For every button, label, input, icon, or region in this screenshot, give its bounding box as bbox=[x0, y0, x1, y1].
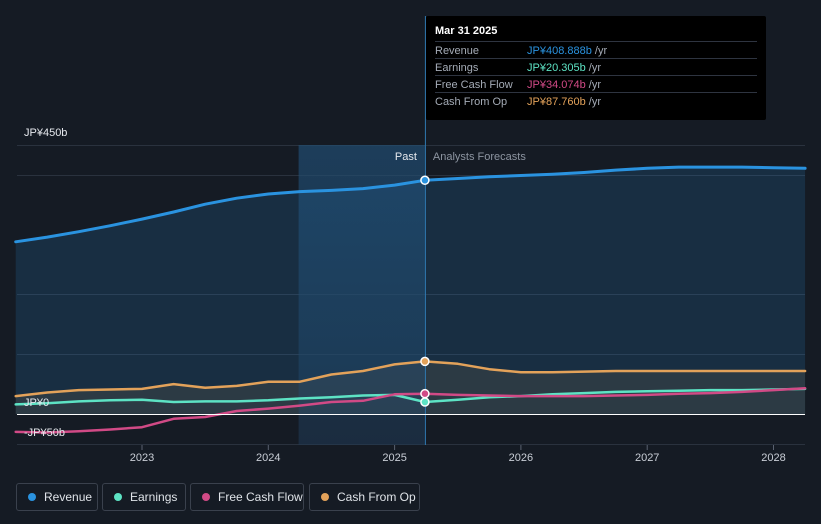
tooltip-row-revenue: Revenue JP¥408.888b /yr bbox=[435, 41, 757, 59]
hover-markers bbox=[420, 175, 430, 407]
unit-text: /yr bbox=[585, 62, 601, 74]
legend-item-cash-from-op[interactable]: Cash From Op bbox=[309, 483, 420, 511]
marker-revenue bbox=[420, 175, 430, 186]
free-cash-flow-dot-icon bbox=[202, 493, 210, 501]
value-text: JP¥408.888b bbox=[527, 45, 592, 57]
value-text: JP¥87.760b bbox=[527, 96, 586, 108]
value-text: JP¥34.074b bbox=[527, 79, 586, 91]
y-label-zero: JP¥0 bbox=[24, 397, 49, 409]
series-line-revenue bbox=[14, 165, 807, 244]
marker-free-cash-flow bbox=[420, 388, 430, 399]
legend-label: Cash From Op bbox=[337, 490, 416, 504]
tooltip-value-fcf: JP¥34.074b /yr bbox=[527, 79, 601, 91]
x-axis-ticks: 2023 2024 2025 2026 2027 2028 bbox=[130, 445, 786, 464]
series-lines bbox=[14, 165, 807, 434]
x-tick-label: 2023 bbox=[130, 452, 154, 464]
legend-label: Earnings bbox=[130, 490, 178, 504]
tooltip-label: Free Cash Flow bbox=[435, 79, 513, 91]
unit-text: /yr bbox=[591, 45, 608, 57]
tooltip-value-revenue: JP¥408.888b /yr bbox=[527, 45, 607, 57]
series-line-earnings bbox=[14, 387, 807, 406]
forecast-label: Analysts Forecasts bbox=[433, 151, 526, 163]
unit-text: /yr bbox=[585, 79, 601, 91]
x-tick-label: 2026 bbox=[509, 452, 533, 464]
legend-label: Revenue bbox=[44, 490, 93, 504]
y-label-top: JP¥450b bbox=[24, 127, 67, 139]
earnings-dot-icon bbox=[114, 493, 122, 501]
tooltip: Mar 31 2025 Revenue JP¥408.888b /yr Earn… bbox=[426, 16, 766, 120]
series-line-free-cash-flow bbox=[14, 387, 807, 434]
value-text: JP¥20.305b bbox=[527, 62, 586, 74]
x-tick-label: 2025 bbox=[382, 452, 406, 464]
tooltip-label: Revenue bbox=[435, 45, 480, 57]
unit-text: /yr bbox=[585, 96, 601, 108]
x-tick-label: 2028 bbox=[761, 452, 785, 464]
legend-item-earnings[interactable]: Earnings bbox=[102, 483, 186, 511]
x-tick-label: 2027 bbox=[635, 452, 659, 464]
marker-cash-from-op bbox=[420, 356, 430, 367]
tooltip-row-fcf: Free Cash Flow JP¥34.074b /yr bbox=[435, 75, 757, 93]
y-label-negative: -JP¥50b bbox=[24, 427, 65, 439]
tooltip-row-earnings: Earnings JP¥20.305b /yr bbox=[435, 58, 757, 76]
tooltip-value-earnings: JP¥20.305b /yr bbox=[527, 62, 601, 74]
legend-item-revenue[interactable]: Revenue bbox=[16, 483, 98, 511]
tooltip-date: Mar 31 2025 bbox=[435, 25, 498, 37]
marker-earnings bbox=[420, 397, 430, 407]
tooltip-label: Earnings bbox=[435, 62, 479, 74]
tooltip-value-cfo: JP¥87.760b /yr bbox=[527, 96, 601, 108]
series-line-cash-from-op bbox=[14, 360, 807, 398]
x-tick-label: 2024 bbox=[256, 452, 280, 464]
past-label: Past bbox=[395, 151, 417, 163]
legend-label: Free Cash Flow bbox=[218, 490, 303, 504]
cash-from-op-dot-icon bbox=[321, 493, 329, 501]
legend-item-free-cash-flow[interactable]: Free Cash Flow bbox=[190, 483, 304, 511]
revenue-dot-icon bbox=[28, 493, 36, 501]
tooltip-label: Cash From Op bbox=[435, 96, 508, 108]
tooltip-row-cfo: Cash From Op JP¥87.760b /yr bbox=[435, 92, 757, 110]
